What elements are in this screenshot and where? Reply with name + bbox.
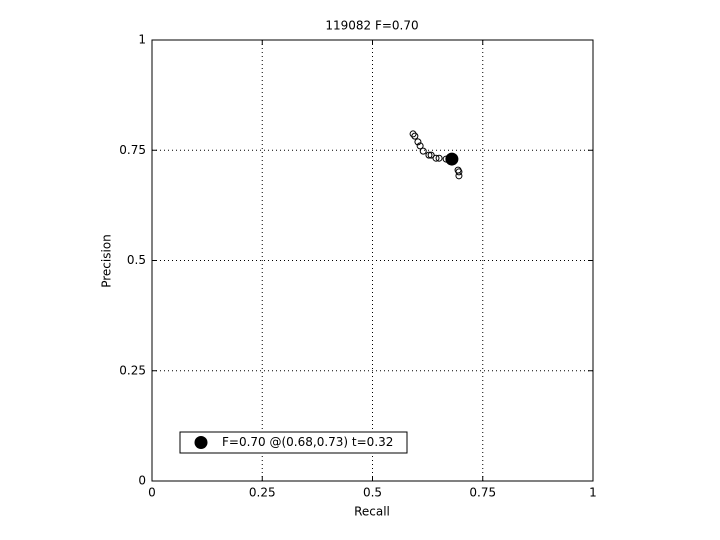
point xyxy=(445,152,459,166)
plot-frame xyxy=(151,39,594,482)
point xyxy=(427,151,435,159)
x-tick-label: 0 xyxy=(148,486,156,500)
point xyxy=(425,151,433,159)
x-tick-label: 0.25 xyxy=(249,486,276,500)
point xyxy=(411,132,419,140)
point xyxy=(435,154,443,162)
point xyxy=(455,172,463,180)
point xyxy=(455,168,463,176)
legend-marker xyxy=(194,436,208,449)
x-tick-label: 1 xyxy=(589,486,597,500)
x-axis-label: Recall xyxy=(354,505,390,519)
point xyxy=(414,138,422,146)
y-axis-label: Precision xyxy=(100,234,114,288)
x-tick-label: 0.75 xyxy=(469,486,496,500)
point xyxy=(419,147,427,155)
y-tick-label: 0 xyxy=(138,474,146,488)
y-tick-label: 0.5 xyxy=(127,253,146,267)
legend-label: F=0.70 @(0.68,0.73) t=0.32 xyxy=(222,435,393,449)
y-tick-label: 1 xyxy=(138,33,146,47)
point xyxy=(416,142,424,150)
chart-title: 119082 F=0.70 xyxy=(325,19,418,33)
y-tick-label: 0.25 xyxy=(119,363,146,377)
point xyxy=(432,154,440,162)
y-tick-label: 0.75 xyxy=(119,143,146,157)
x-tick-label: 0.5 xyxy=(363,486,382,500)
legend-box xyxy=(179,431,408,454)
point xyxy=(409,130,417,138)
